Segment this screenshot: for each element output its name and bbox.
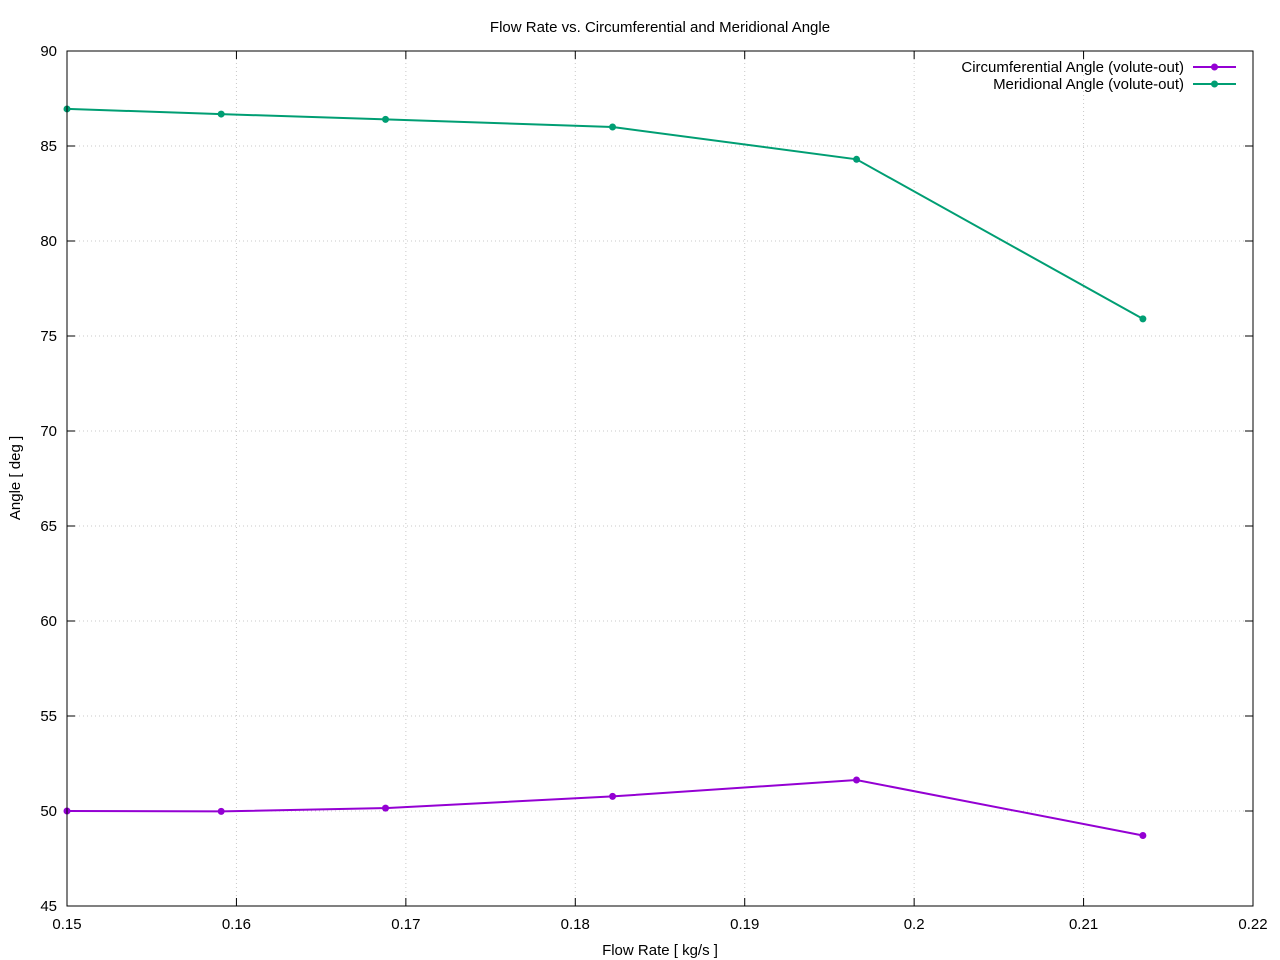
y-tick-label: 45: [40, 898, 57, 915]
y-tick-label: 55: [40, 708, 57, 725]
x-axis-label: Flow Rate [ kg/s ]: [602, 942, 718, 959]
data-point: [1139, 832, 1147, 840]
x-tick-label: 0.2: [904, 916, 925, 933]
x-tick-label: 0.21: [1069, 916, 1098, 933]
data-point: [217, 807, 225, 815]
data-point: [217, 110, 225, 118]
data-point: [609, 792, 617, 800]
y-tick-label: 70: [40, 423, 57, 440]
data-point: [382, 804, 390, 812]
legend-label: Meridional Angle (volute-out): [993, 76, 1184, 93]
x-tick-label: 0.18: [561, 916, 590, 933]
data-point: [609, 123, 617, 131]
series-lines: [63, 105, 1147, 840]
series-line-1: [66, 107, 1144, 320]
data-point: [853, 776, 861, 784]
data-point: [1139, 315, 1147, 323]
x-tick-labels: 0.15 0.16 0.17 0.18 0.19 0.2 0.21 0.22: [52, 916, 1267, 933]
y-tick-label: 90: [40, 43, 57, 60]
y-tick-label: 60: [40, 613, 57, 630]
grid: [67, 51, 1253, 906]
plot-frame: [66, 50, 1254, 907]
y-axis-label: Angle [ deg ]: [7, 436, 24, 520]
x-tick-label: 0.19: [730, 916, 759, 933]
x-tick-label: 0.17: [391, 916, 420, 933]
legend-swatch-marker: [1211, 63, 1218, 71]
y-tick-label: 85: [40, 138, 57, 155]
y-tick-label: 80: [40, 233, 57, 250]
axis-ticks: [66, 50, 1254, 907]
x-tick-label: 0.15: [52, 916, 81, 933]
y-tick-labels: 45 50 55 60 65 70 75 80 85 90: [40, 43, 57, 915]
data-point: [382, 115, 390, 123]
legend-label: Circumferential Angle (volute-out): [961, 59, 1184, 76]
y-tick-label: 50: [40, 803, 57, 820]
data-point: [853, 155, 861, 163]
series-line-0: [66, 778, 1144, 837]
y-tick-label: 65: [40, 518, 57, 535]
legend: Circumferential Angle (volute-out)Meridi…: [961, 59, 1236, 93]
y-tick-label: 75: [40, 328, 57, 345]
legend-swatch-marker: [1211, 80, 1218, 88]
x-tick-label: 0.22: [1238, 916, 1267, 933]
x-tick-label: 0.16: [222, 916, 251, 933]
chart-title: Flow Rate vs. Circumferential and Meridi…: [490, 19, 830, 36]
